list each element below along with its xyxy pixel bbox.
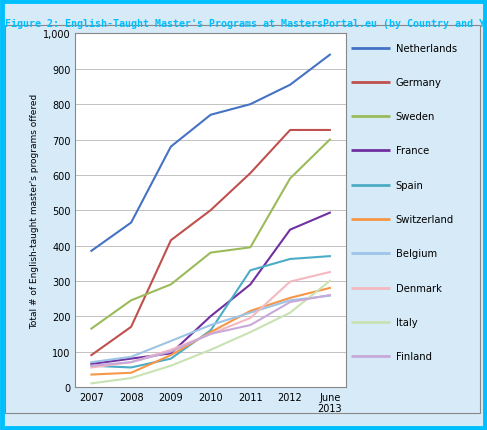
Spain <box>287 257 293 262</box>
Italy <box>207 347 213 353</box>
Text: Denmark: Denmark <box>395 283 441 293</box>
Netherlands <box>287 83 293 88</box>
Denmark <box>247 316 253 321</box>
Belgium <box>327 293 333 298</box>
France <box>287 227 293 233</box>
Belgium <box>207 322 213 328</box>
Finland <box>168 349 174 354</box>
Text: Germany: Germany <box>395 78 441 88</box>
Finland <box>89 363 94 369</box>
Netherlands <box>128 221 134 226</box>
Sweden <box>287 176 293 181</box>
Sweden <box>207 250 213 255</box>
Switzerland <box>168 353 174 358</box>
Spain <box>327 254 333 259</box>
Germany <box>207 208 213 213</box>
Switzerland <box>207 330 213 335</box>
Germany <box>168 238 174 243</box>
Text: Spain: Spain <box>395 180 423 190</box>
Switzerland <box>128 370 134 375</box>
Denmark <box>207 332 213 337</box>
Germany <box>128 325 134 330</box>
Denmark <box>128 360 134 365</box>
Sweden <box>327 138 333 143</box>
Germany <box>287 128 293 133</box>
Denmark <box>89 365 94 370</box>
Sweden <box>247 245 253 250</box>
Text: Sweden: Sweden <box>395 112 435 122</box>
Text: Finland: Finland <box>395 351 431 361</box>
France <box>168 351 174 356</box>
Line: Denmark: Denmark <box>92 273 330 368</box>
Germany <box>247 171 253 176</box>
Belgium <box>287 298 293 303</box>
France <box>128 356 134 361</box>
France <box>89 362 94 367</box>
Switzerland <box>247 309 253 314</box>
Italy <box>128 376 134 381</box>
Finland <box>207 332 213 337</box>
Finland <box>287 300 293 305</box>
Italy <box>327 279 333 284</box>
Text: Belgium: Belgium <box>395 249 437 259</box>
Line: Spain: Spain <box>92 257 330 368</box>
Spain <box>207 328 213 333</box>
Spain <box>128 365 134 370</box>
Italy <box>89 381 94 386</box>
Italy <box>247 330 253 335</box>
Line: Italy: Italy <box>92 281 330 384</box>
Text: France: France <box>395 146 429 156</box>
Belgium <box>128 354 134 359</box>
Text: Figure 2: English-Taught Master's Programs at MastersPortal.eu (by Country and Y: Figure 2: English-Taught Master's Progra… <box>5 19 487 29</box>
Text: Netherlands: Netherlands <box>395 43 457 53</box>
Line: France: France <box>92 213 330 364</box>
Netherlands <box>247 102 253 108</box>
Switzerland <box>89 372 94 377</box>
Text: Italy: Italy <box>395 317 417 327</box>
Line: Sweden: Sweden <box>92 140 330 329</box>
Line: Belgium: Belgium <box>92 296 330 362</box>
Spain <box>89 363 94 369</box>
Line: Switzerland: Switzerland <box>92 288 330 375</box>
Finland <box>247 322 253 328</box>
Switzerland <box>327 286 333 291</box>
Spain <box>247 268 253 273</box>
Sweden <box>128 298 134 303</box>
Sweden <box>89 326 94 332</box>
Netherlands <box>168 144 174 150</box>
Italy <box>168 363 174 369</box>
Germany <box>89 353 94 358</box>
Belgium <box>89 360 94 365</box>
France <box>327 211 333 216</box>
Netherlands <box>207 113 213 118</box>
Germany <box>327 128 333 133</box>
Y-axis label: Total # of English-taught master's programs offered: Total # of English-taught master's progr… <box>30 93 39 328</box>
Spain <box>168 356 174 361</box>
Finland <box>327 293 333 298</box>
Line: Netherlands: Netherlands <box>92 55 330 251</box>
France <box>247 282 253 287</box>
Italy <box>287 310 293 316</box>
Sweden <box>168 282 174 287</box>
Denmark <box>287 280 293 285</box>
Denmark <box>327 270 333 275</box>
Netherlands <box>89 249 94 254</box>
Line: Finland: Finland <box>92 295 330 366</box>
Belgium <box>247 310 253 316</box>
Netherlands <box>327 53 333 58</box>
Belgium <box>168 338 174 344</box>
Text: Switzerland: Switzerland <box>395 215 454 224</box>
Denmark <box>168 347 174 353</box>
France <box>207 314 213 319</box>
Line: Germany: Germany <box>92 131 330 355</box>
Finland <box>128 360 134 365</box>
Switzerland <box>287 295 293 301</box>
